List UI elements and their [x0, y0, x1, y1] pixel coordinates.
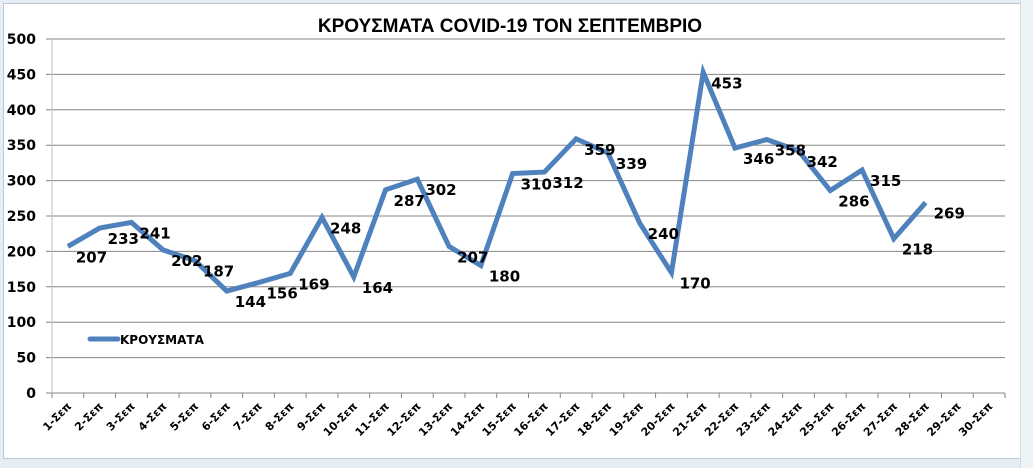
- data-label: 346: [743, 150, 774, 168]
- x-tick-label: 20-Σεπ: [639, 400, 678, 439]
- x-tick-label: 3-Σεπ: [104, 400, 138, 434]
- x-tick-label: 14-Σεπ: [448, 400, 487, 439]
- legend-label: ΚΡΟΥΣΜΑΤΑ: [120, 333, 205, 347]
- x-tick-label: 17-Σεπ: [543, 400, 582, 439]
- data-label: 233: [108, 230, 139, 248]
- x-tick-label: 30-Σεπ: [956, 400, 995, 439]
- data-label: 144: [235, 293, 266, 311]
- data-label: 248: [330, 219, 361, 237]
- data-label: 156: [266, 285, 297, 303]
- x-axis: 1-Σεπ2-Σεπ3-Σεπ4-Σεπ5-Σεπ6-Σεπ7-Σεπ8-Σεπ…: [40, 393, 1006, 439]
- data-label: 342: [807, 153, 838, 171]
- data-label: 453: [711, 74, 742, 92]
- data-label: 315: [870, 172, 901, 190]
- y-tick-label: 50: [17, 351, 37, 367]
- x-tick-label: 8-Σεπ: [263, 400, 297, 434]
- data-label: 207: [457, 248, 488, 266]
- data-label: 286: [838, 193, 869, 211]
- series-polyline: [66, 63, 928, 294]
- y-tick-label: 150: [7, 280, 36, 296]
- data-label: 269: [934, 205, 965, 223]
- y-tick-label: 0: [26, 386, 36, 402]
- x-tick-label: 6-Σεπ: [199, 400, 233, 434]
- x-tick-label: 19-Σεπ: [607, 400, 646, 439]
- x-tick-label: 22-Σεπ: [702, 400, 741, 439]
- x-tick-label: 28-Σεπ: [893, 400, 932, 439]
- data-label: 240: [648, 225, 679, 243]
- data-label: 207: [76, 248, 107, 266]
- x-tick-label: 16-Σεπ: [511, 400, 550, 439]
- series-line: [66, 63, 928, 294]
- data-label: 302: [425, 181, 456, 199]
- data-label: 218: [902, 241, 933, 259]
- x-tick-label: 13-Σεπ: [416, 400, 455, 439]
- y-tick-label: 350: [7, 138, 36, 154]
- x-tick-label: 2-Σεπ: [72, 400, 106, 434]
- chart-frame[interactable]: [3, 3, 1022, 459]
- data-label: 241: [139, 224, 170, 242]
- x-tick-label: 10-Σεπ: [321, 400, 360, 439]
- y-axis: 0 50 100 150 200 250 300 350 400 450 500: [7, 32, 53, 402]
- data-label: 358: [775, 142, 806, 160]
- x-tick-label: 26-Σεπ: [829, 400, 868, 439]
- x-tick-label: 27-Σεπ: [861, 400, 900, 439]
- data-label: 180: [489, 268, 520, 286]
- spreadsheet-edge: [1020, 0, 1033, 468]
- x-tick-label: 29-Σεπ: [924, 400, 963, 439]
- data-label: 202: [171, 252, 202, 270]
- data-label: 187: [203, 263, 234, 281]
- data-label: 359: [584, 141, 615, 159]
- data-label: 339: [616, 155, 647, 173]
- x-tick-label: 12-Σεπ: [384, 400, 423, 439]
- y-tick-label: 450: [7, 67, 36, 83]
- data-label: 312: [552, 174, 583, 192]
- x-tick-label: 18-Σεπ: [575, 400, 614, 439]
- data-label: 169: [298, 275, 329, 293]
- y-tick-label: 400: [7, 103, 36, 119]
- legend[interactable]: ΚΡΟΥΣΜΑΤΑ: [87, 333, 205, 347]
- x-tick-label: 7-Σεπ: [231, 400, 265, 434]
- x-tick-label: 24-Σεπ: [766, 400, 805, 439]
- x-tick-label: 23-Σεπ: [734, 400, 773, 439]
- x-tick-label: 5-Σεπ: [167, 400, 201, 434]
- chart-title: ΚΡΟΥΣΜΑΤΑ COVID-19 ΤΟΝ ΣΕΠΤΕΜΒΡΙΟ: [318, 16, 702, 37]
- x-tick-label: 4-Σεπ: [136, 400, 170, 434]
- y-tick-label: 300: [7, 174, 36, 190]
- x-tick-label: 11-Σεπ: [353, 400, 392, 439]
- x-tick-label: 25-Σεπ: [797, 400, 836, 439]
- data-label: 310: [521, 176, 552, 194]
- x-tick-label: 15-Σεπ: [480, 400, 519, 439]
- y-tick-label: 500: [7, 32, 36, 48]
- x-tick-label: 1-Σεπ: [40, 400, 74, 434]
- data-label: 164: [362, 279, 393, 297]
- x-tick-label: 21-Σεπ: [670, 400, 709, 439]
- y-tick-label: 100: [7, 315, 36, 331]
- data-label: 287: [394, 192, 425, 210]
- data-label: 170: [679, 275, 710, 293]
- y-tick-label: 250: [7, 209, 36, 225]
- y-tick-label: 200: [7, 244, 36, 260]
